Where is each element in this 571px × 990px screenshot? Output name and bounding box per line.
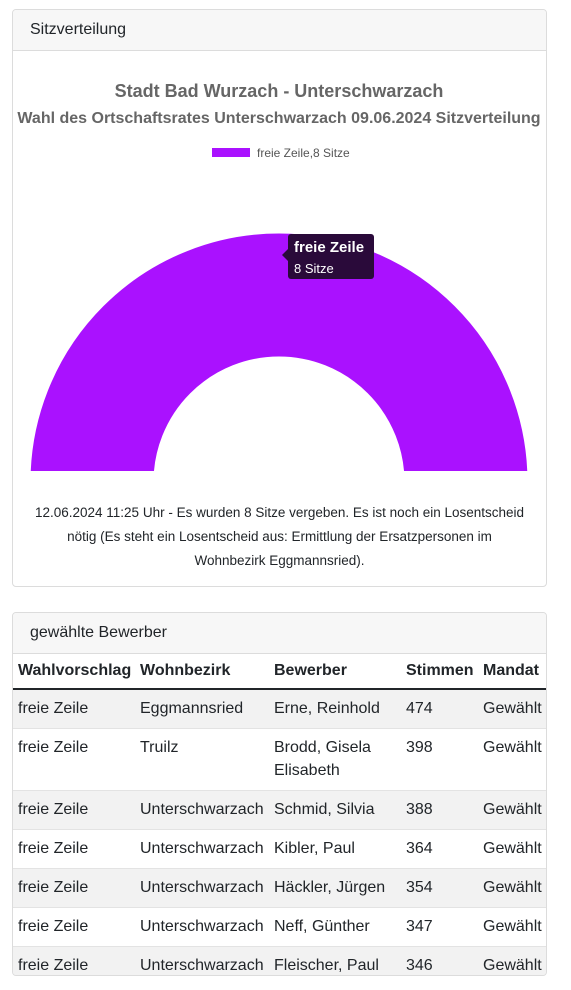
cell-bewerber: Fleischer, Paul (269, 946, 401, 975)
tooltip-box (288, 234, 374, 279)
legend-swatch (212, 148, 250, 157)
pie-slice[interactable] (29, 232, 529, 471)
col-mandat[interactable]: Mandat (478, 654, 546, 690)
table-header-row: Wahlvorschlag Wohnbezirk Bewerber Stimme… (13, 654, 546, 690)
cell-bewerber: Erne, Reinhold (269, 688, 401, 729)
cell-mandat: Gewählt (478, 728, 546, 791)
chart-subtitle: Wahl des Ortschaftsrates Unterschwarzach… (17, 110, 540, 127)
table-row: freie Zeile Unterschwarzach Neff, Günther 3… (13, 907, 546, 947)
cell-stimmen: 346 (401, 946, 478, 975)
cell-wahlvorschlag: freie Zeile (13, 946, 135, 975)
cell-stimmen: 398 (401, 728, 478, 791)
cell-bewerber: Kibler, Paul (269, 829, 401, 869)
cell-stimmen: 474 (401, 688, 478, 729)
cell-mandat: Gewählt (478, 868, 546, 908)
cell-bewerber: Häckler, Jürgen (269, 868, 401, 908)
cell-mandat: Gewählt (478, 907, 546, 947)
legend-item[interactable]: freie Zeile,8 Sitze (212, 146, 350, 160)
tooltip-text: 8 Sitze (294, 261, 334, 276)
table-row: freie Zeile Unterschwarzach Fleischer, Pau… (13, 946, 546, 975)
cell-wohnbezirk: Unterschwarzach (135, 907, 269, 947)
slices-group (29, 232, 529, 471)
tooltip: freie Zeile 8 Sitze (282, 234, 374, 279)
seat-distribution-card: Sitzverteilung Stadt Bad Wurzach - Unter… (12, 9, 547, 587)
cell-wohnbezirk: Unterschwarzach (135, 946, 269, 975)
cell-bewerber: Brodd, Gisela Elisabeth (269, 728, 401, 791)
cell-wahlvorschlag: freie Zeile (13, 790, 135, 830)
cell-wohnbezirk: Truilz (135, 728, 269, 791)
result-summary: 12.06.2024 11:25 Uhr - Es wurden 8 Sitze… (34, 505, 525, 568)
card-header: gewählte Bewerber (13, 613, 546, 654)
col-bewerber[interactable]: Bewerber (269, 654, 401, 690)
cell-mandat: Gewählt (478, 688, 546, 729)
legend-label: freie Zeile,8 Sitze (257, 146, 350, 160)
cell-wohnbezirk: Eggmannsried (135, 688, 269, 729)
tooltip-title: freie Zeile (294, 239, 364, 256)
table-row: freie Zeile Unterschwarzach Kibler, Paul 36… (13, 829, 546, 869)
card-header: Sitzverteilung (13, 10, 546, 51)
cell-wahlvorschlag: freie Zeile (13, 868, 135, 908)
cell-wohnbezirk: Unterschwarzach (135, 790, 269, 830)
col-wahlvorschlag[interactable]: Wahlvorschlag (13, 654, 135, 690)
tooltip-pointer (282, 249, 288, 261)
col-stimmen[interactable]: Stimmen (401, 654, 478, 690)
cell-stimmen: 354 (401, 868, 478, 908)
candidates-table: Wahlvorschlag Wohnbezirk Bewerber Stimme… (13, 654, 546, 975)
cell-wahlvorschlag: freie Zeile (13, 688, 135, 729)
table-row: freie Zeile Unterschwarzach Häckler, Jürge… (13, 868, 546, 908)
cell-stimmen: 364 (401, 829, 478, 869)
table-row: freie Zeile Eggmannsried Erne, Reinhold 474… (13, 688, 546, 729)
table-row: freie Zeile Unterschwarzach Schmid, Silvia… (13, 790, 546, 830)
cell-wohnbezirk: Unterschwarzach (135, 829, 269, 869)
cell-wahlvorschlag: freie Zeile (13, 907, 135, 947)
seat-chart: Stadt Bad Wurzach - Unterschwarzach Wahl… (17, 81, 541, 471)
cell-bewerber: Neff, Günther (269, 907, 401, 947)
elected-candidates-card: gewählte Bewerber Wahlvorschlag Wohnbezi… (12, 612, 547, 976)
cell-bewerber: Schmid, Silvia (269, 790, 401, 830)
cell-mandat: Gewählt (478, 829, 546, 869)
cell-stimmen: 347 (401, 907, 478, 947)
table-row: freie Zeile Truilz Brodd, Gisela Elisabeth… (13, 728, 546, 791)
cell-wahlvorschlag: freie Zeile (13, 829, 135, 869)
cell-wahlvorschlag: freie Zeile (13, 728, 135, 791)
cell-mandat: Gewählt (478, 790, 546, 830)
col-wohnbezirk[interactable]: Wohnbezirk (135, 654, 269, 690)
cell-stimmen: 388 (401, 790, 478, 830)
chart-title: Stadt Bad Wurzach - Unterschwarzach (115, 81, 444, 101)
cell-wohnbezirk: Unterschwarzach (135, 868, 269, 908)
cell-mandat: Gewählt (478, 946, 546, 975)
